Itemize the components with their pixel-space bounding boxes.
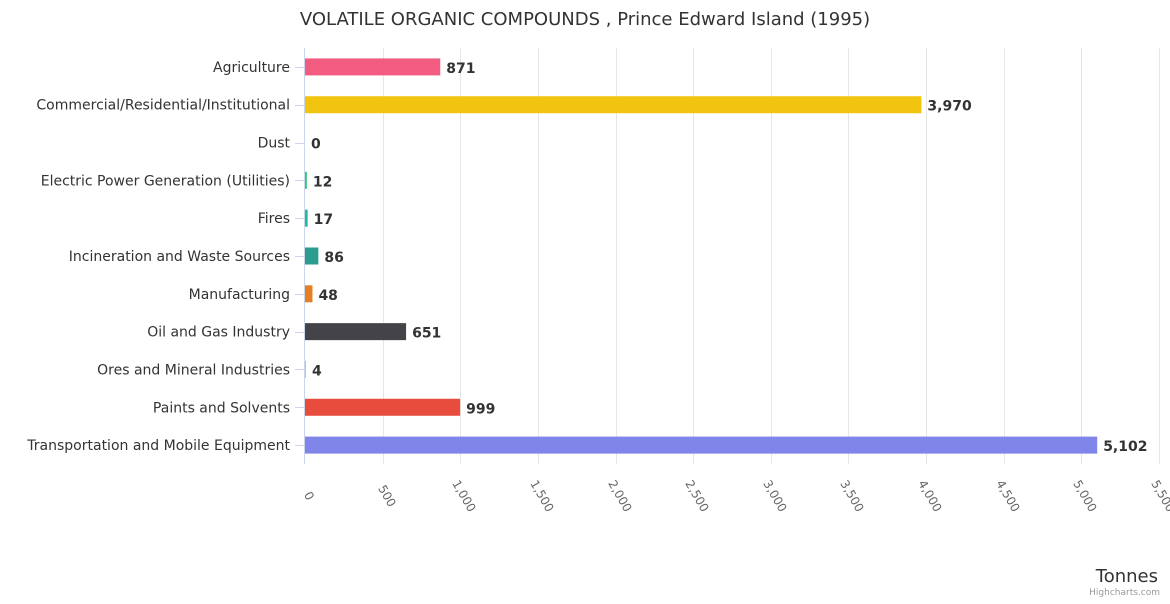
credits-link[interactable]: Highcharts.com (1089, 588, 1160, 598)
category-label: Commercial/Residential/Institutional (36, 98, 290, 114)
x-tick-label: 2,000 (605, 478, 634, 515)
bar[interactable] (305, 209, 308, 227)
y-axis-title: Tonnes (1095, 566, 1158, 587)
data-label: 871 (446, 61, 475, 77)
x-tick-label: 500 (375, 483, 399, 510)
x-tick-label: 1,500 (527, 478, 556, 515)
data-label: 4 (312, 363, 322, 379)
bar[interactable] (305, 436, 1098, 454)
category-label: Agriculture (213, 60, 290, 76)
x-tick-label: 5,000 (1070, 478, 1099, 515)
data-label: 86 (324, 250, 343, 266)
bar[interactable] (305, 398, 461, 416)
x-tick-label: 4,500 (993, 478, 1022, 515)
bar[interactable] (305, 171, 307, 189)
data-label: 5,102 (1103, 439, 1147, 455)
data-label: 651 (412, 326, 441, 342)
x-tick-label: 1,000 (449, 478, 478, 515)
x-tick-label: 3,500 (837, 478, 866, 515)
bar[interactable] (305, 285, 313, 303)
bars (305, 58, 1098, 454)
chart-title: VOLATILE ORGANIC COMPOUNDS , Prince Edwa… (300, 9, 870, 30)
data-label: 48 (318, 288, 337, 304)
category-label: Paints and Solvents (153, 400, 290, 416)
category-label: Electric Power Generation (Utilities) (41, 173, 290, 189)
x-tick-label: 5,500 (1148, 478, 1170, 515)
x-tick-label: 4,000 (915, 478, 944, 515)
bar[interactable] (305, 96, 922, 114)
data-label: 3,970 (927, 99, 972, 115)
bar[interactable] (305, 360, 306, 378)
data-label: 0 (311, 137, 321, 153)
data-label: 12 (313, 174, 332, 190)
bar[interactable] (305, 323, 407, 341)
bar[interactable] (305, 58, 441, 76)
x-tick-label: 0 (301, 489, 317, 503)
bar[interactable] (305, 247, 319, 265)
grid-lines (383, 48, 1160, 464)
category-label: Transportation and Mobile Equipment (26, 438, 290, 454)
data-label: 999 (466, 401, 495, 417)
x-tick-label: 2,500 (682, 478, 711, 515)
category-label: Manufacturing (189, 287, 290, 303)
x-tick-label: 3,000 (760, 478, 789, 515)
category-label: Oil and Gas Industry (147, 325, 290, 341)
category-label: Ores and Mineral Industries (97, 362, 290, 378)
category-label: Incineration and Waste Sources (69, 249, 290, 265)
data-label: 17 (314, 212, 333, 228)
labels: Agriculture 871 Commercial/Residential/Ins… (26, 60, 1147, 455)
category-label: Dust (258, 136, 291, 152)
category-label: Fires (258, 211, 290, 227)
